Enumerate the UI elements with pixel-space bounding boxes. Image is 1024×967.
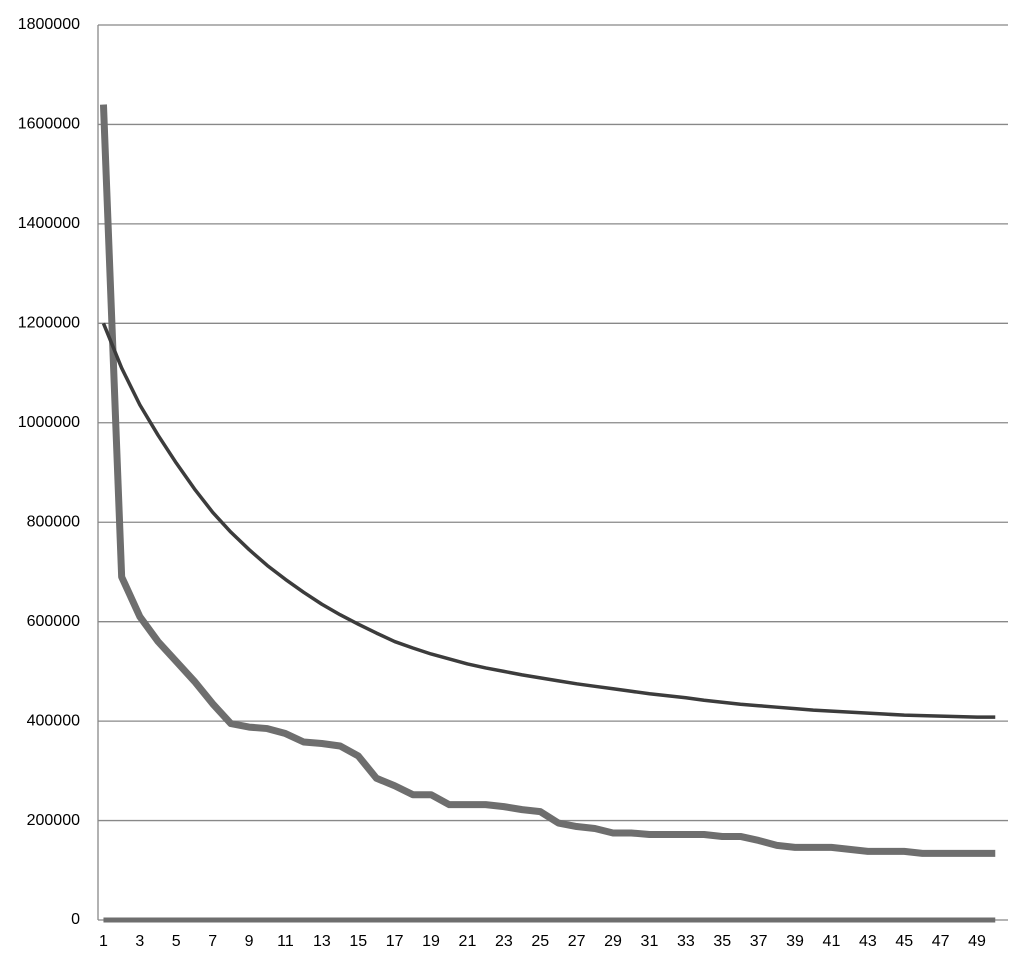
x-tick-label: 21: [459, 933, 477, 950]
x-tick-label: 47: [932, 933, 950, 950]
line-series: [101, 322, 996, 719]
x-tick-label: 35: [713, 933, 731, 950]
x-tick-label: 45: [895, 933, 913, 950]
x-tick-label: 43: [859, 933, 877, 950]
y-tick-label: 1400000: [18, 215, 80, 232]
y-tick-label: 600000: [27, 613, 80, 630]
x-tick-label: 3: [135, 933, 144, 950]
x-tick-label: 1: [99, 933, 108, 950]
x-tick-label: 5: [172, 933, 181, 950]
x-tick-label: 27: [568, 933, 586, 950]
y-tick-label: 1800000: [18, 16, 80, 33]
x-tick-label: 13: [313, 933, 331, 950]
x-tick-label: 25: [531, 933, 549, 950]
x-tick-label: 49: [968, 933, 986, 950]
x-tick-label: 29: [604, 933, 622, 950]
y-tick-label: 1600000: [18, 116, 80, 133]
x-tick-label: 39: [786, 933, 804, 950]
x-tick-label: 11: [277, 933, 294, 950]
x-tick-label: 41: [823, 933, 841, 950]
y-tick-label: 200000: [27, 812, 80, 829]
y-tick-label: 1000000: [18, 414, 80, 431]
y-tick-label: 800000: [27, 513, 80, 530]
x-tick-label: 23: [495, 933, 513, 950]
y-tick-label: 1200000: [18, 315, 80, 332]
x-tick-label: 7: [208, 933, 217, 950]
x-tick-label: 17: [386, 933, 404, 950]
x-tick-label: 9: [245, 933, 254, 950]
x-tick-label: 33: [677, 933, 695, 950]
x-tick-label: 15: [349, 933, 367, 950]
x-tick-label: 37: [750, 933, 768, 950]
line-series: [99, 104, 996, 857]
y-tick-label: 400000: [27, 712, 80, 729]
x-tick-label: 19: [422, 933, 440, 950]
x-tick-label: 31: [641, 933, 659, 950]
y-tick-label: 0: [71, 911, 80, 928]
